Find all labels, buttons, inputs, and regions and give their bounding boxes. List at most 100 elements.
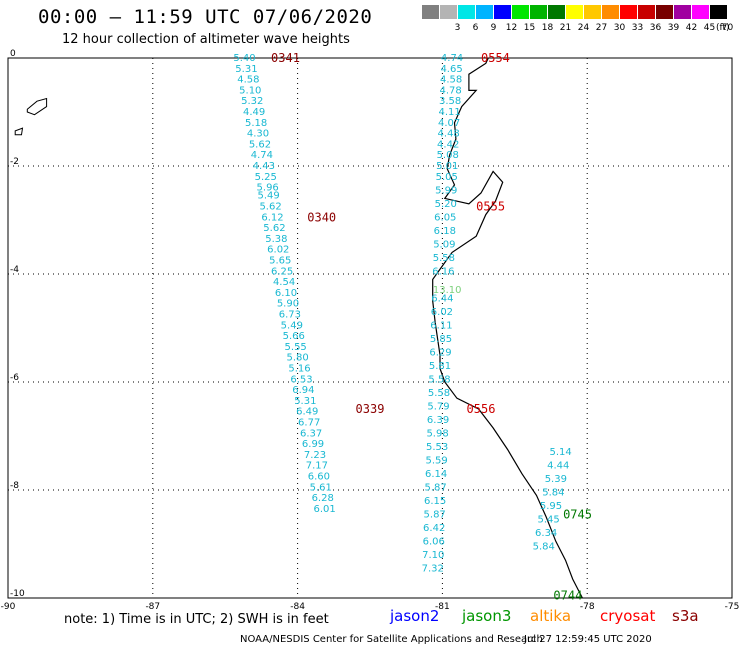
legend-tick-label: 18 — [541, 23, 554, 33]
legend-swatch — [458, 5, 475, 19]
wave-height-value: 4.49 — [243, 107, 265, 118]
pass-time-label: 0555 — [476, 200, 505, 214]
wave-height-value: 6.37 — [300, 428, 322, 439]
wave-height-value: 5.58 — [433, 253, 455, 264]
y-tick-label: -6 — [10, 373, 19, 383]
x-tick-label: -84 — [290, 602, 305, 612]
wave-height-value: 6.25 — [271, 266, 293, 277]
pass-time-label: 0339 — [356, 402, 385, 416]
x-tick-label: -81 — [435, 602, 450, 612]
legend-swatch — [512, 5, 529, 19]
coastline — [432, 57, 583, 599]
wave-height-value: 7.23 — [304, 450, 326, 461]
legend-swatch — [584, 5, 601, 19]
wave-height-value: 5.14 — [550, 447, 572, 458]
legend-tick-label: 27 — [595, 23, 608, 33]
x-tick-label: -75 — [725, 602, 740, 612]
satellite-label-cryosat: cryosat — [600, 607, 656, 625]
wave-height-value: 5.40 — [233, 53, 255, 64]
x-tick-label: -78 — [580, 602, 595, 612]
wave-height-value: 5.96 — [257, 183, 279, 194]
wave-height-value: 4.42 — [437, 139, 459, 150]
wave-height-value: 5.49 — [281, 320, 303, 331]
satellite-label-jason2: jason2 — [390, 607, 440, 625]
satellite-label-altika: altika — [530, 607, 572, 625]
wave-height-value: 5.84 — [542, 488, 564, 499]
wave-height-value: 6.94 — [292, 385, 314, 396]
wave-height-value: 5.20 — [435, 199, 457, 210]
pass-time-label: 0556 — [467, 402, 496, 416]
island-outline — [26, 97, 48, 116]
wave-height-value: 5.87 — [425, 482, 447, 493]
satellite-label-jason3: jason3 — [462, 607, 512, 625]
wave-height-value: 5.31 — [235, 64, 257, 75]
wave-height-value: 5.01 — [436, 161, 458, 172]
wave-height-value: 4.30 — [247, 129, 269, 140]
wave-height-value: 6.73 — [279, 310, 301, 321]
wave-height-value: 5.80 — [286, 353, 308, 364]
legend-tick-label: 45 — [703, 23, 716, 33]
legend-swatch — [674, 5, 691, 19]
legend-swatch — [566, 5, 583, 19]
legend-swatch — [656, 5, 673, 19]
wave-height-value: 6.06 — [423, 536, 445, 547]
wave-height-value: 5.53 — [426, 442, 448, 453]
wave-height-value: 5.38 — [265, 234, 287, 245]
wave-height-value: 4.11 — [439, 107, 461, 118]
legend-swatch — [638, 5, 655, 19]
wave-height-value: 6.12 — [261, 212, 283, 223]
pass-time-label: 0341 — [271, 51, 300, 65]
legend-swatch — [602, 5, 619, 19]
x-tick-label: -90 — [1, 602, 16, 612]
wave-height-value: 5.31 — [294, 396, 316, 407]
island-outline — [14, 127, 24, 136]
wave-height-value: 3.58 — [439, 96, 461, 107]
wave-height-value: 5.05 — [436, 172, 458, 183]
wave-height-value: 6.05 — [434, 212, 456, 223]
pass-time-label: 0745 — [563, 507, 592, 521]
wave-height-value: 5.59 — [425, 455, 447, 466]
legend-tick-label: 30 — [613, 23, 626, 33]
wave-height-value: 5.95 — [540, 501, 562, 512]
wave-height-value: 7.17 — [306, 461, 328, 472]
wave-height-value: 6.44 — [431, 293, 453, 304]
legend-swatch — [620, 5, 637, 19]
wave-height-value: 6.53 — [290, 374, 312, 385]
plot-frame — [7, 57, 733, 599]
wave-height-value: 5.84 — [533, 542, 555, 553]
wave-height-value: 6.34 — [535, 528, 557, 539]
wave-height-value: 7.10 — [422, 550, 444, 561]
legend-swatch — [530, 5, 547, 19]
wave-height-value: 6.10 — [275, 288, 297, 299]
wave-height-value: 5.98 — [426, 428, 448, 439]
legend-tick-label: 3 — [454, 23, 461, 33]
wave-height-value: 5.62 — [263, 223, 285, 234]
legend-swatch — [692, 5, 709, 19]
wave-height-value: 6.29 — [429, 347, 451, 358]
legend-swatch — [548, 5, 565, 19]
wave-height-value: 5.18 — [245, 118, 267, 129]
wave-height-value: 5.32 — [241, 96, 263, 107]
wave-height-value: 6.99 — [302, 439, 324, 450]
generation-timestamp: Jul 27 12:59:45 UTC 2020 — [524, 634, 652, 645]
legend-tick-label: 12 — [505, 23, 518, 33]
wave-height-value: 5.90 — [277, 299, 299, 310]
wave-height-value: 4.74 — [441, 53, 463, 64]
legend-tick-label: 6 — [472, 23, 479, 33]
wave-height-value: 6.18 — [434, 226, 456, 237]
wave-height-value: 4.54 — [273, 277, 295, 288]
wave-height-value: 5.49 — [258, 191, 280, 202]
wave-height-value: 6.42 — [423, 523, 445, 534]
legend-unit: (ft) — [716, 23, 730, 33]
map-title: 00:00 – 11:59 UTC 07/06/2020 — [38, 6, 373, 28]
wave-height-value: 5.45 — [537, 515, 559, 526]
wave-height-value: 6.28 — [312, 493, 334, 504]
wave-height-value: 6.11 — [430, 320, 452, 331]
wave-height-value: 5.81 — [429, 361, 451, 372]
legend-tick-label: 39 — [667, 23, 680, 33]
wave-height-value: 6.02 — [267, 245, 289, 256]
wave-height-value: 6.01 — [313, 504, 335, 515]
legend-swatch — [440, 5, 457, 19]
wave-height-value: 5.65 — [269, 256, 291, 267]
